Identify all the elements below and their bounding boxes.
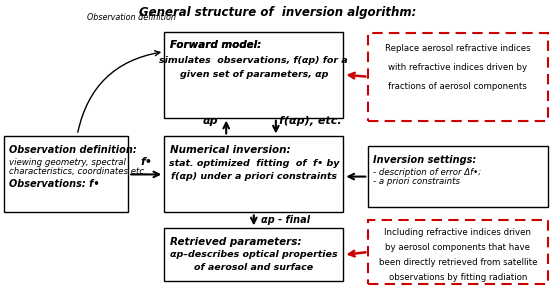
- Text: αp: αp: [203, 116, 219, 126]
- Text: fractions of aerosol components: fractions of aerosol components: [389, 82, 527, 91]
- Text: αp–describes optical properties: αp–describes optical properties: [170, 250, 338, 259]
- Text: simulates  observations, f(αp) for a: simulates observations, f(αp) for a: [159, 56, 348, 65]
- Text: of aerosol and surface: of aerosol and surface: [194, 263, 314, 272]
- Text: Forward model:: Forward model:: [170, 40, 261, 50]
- Text: f(αp) under a priori constraints: f(αp) under a priori constraints: [171, 172, 337, 181]
- FancyBboxPatch shape: [4, 136, 128, 213]
- Text: Including refractive indices driven: Including refractive indices driven: [385, 228, 532, 237]
- Text: f•: f•: [140, 157, 152, 166]
- Text: - description of error Δf•;: - description of error Δf•;: [373, 168, 481, 177]
- Text: Forward model:: Forward model:: [170, 40, 261, 50]
- Text: Retrieved parameters:: Retrieved parameters:: [170, 237, 301, 247]
- Text: observations by fitting radiation: observations by fitting radiation: [389, 273, 527, 282]
- Text: - a priori constraints: - a priori constraints: [373, 177, 459, 186]
- Text: αp - final: αp - final: [261, 215, 310, 225]
- Text: with refractive indices driven by: with refractive indices driven by: [389, 63, 528, 72]
- FancyBboxPatch shape: [368, 33, 548, 121]
- FancyBboxPatch shape: [164, 136, 343, 213]
- Text: by aerosol components that have: by aerosol components that have: [385, 243, 530, 252]
- Text: Observation definition: Observation definition: [87, 13, 176, 22]
- Text: stat. optimized  fitting  of  f• by: stat. optimized fitting of f• by: [169, 160, 339, 168]
- Text: Observations: f•: Observations: f•: [8, 179, 99, 189]
- Text: Inversion settings:: Inversion settings:: [373, 155, 476, 165]
- Text: given set of parameters, αp: given set of parameters, αp: [179, 70, 328, 79]
- Text: characteristics, coordinates etc.: characteristics, coordinates etc.: [8, 167, 146, 176]
- Text: Replace aerosol refractive indices: Replace aerosol refractive indices: [385, 44, 530, 53]
- FancyBboxPatch shape: [164, 228, 343, 281]
- Text: Observation definition:: Observation definition:: [8, 145, 136, 155]
- FancyBboxPatch shape: [164, 32, 343, 118]
- Text: General structure of  inversion algorithm:: General structure of inversion algorithm…: [139, 6, 416, 19]
- FancyBboxPatch shape: [368, 220, 548, 284]
- Text: f(αp), etc.: f(αp), etc.: [279, 116, 342, 126]
- Text: viewing geometry, spectral: viewing geometry, spectral: [8, 158, 125, 167]
- Text: Numerical inversion:: Numerical inversion:: [170, 145, 290, 155]
- FancyBboxPatch shape: [368, 146, 548, 207]
- Text: been directly retrieved from satellite: been directly retrieved from satellite: [378, 258, 537, 267]
